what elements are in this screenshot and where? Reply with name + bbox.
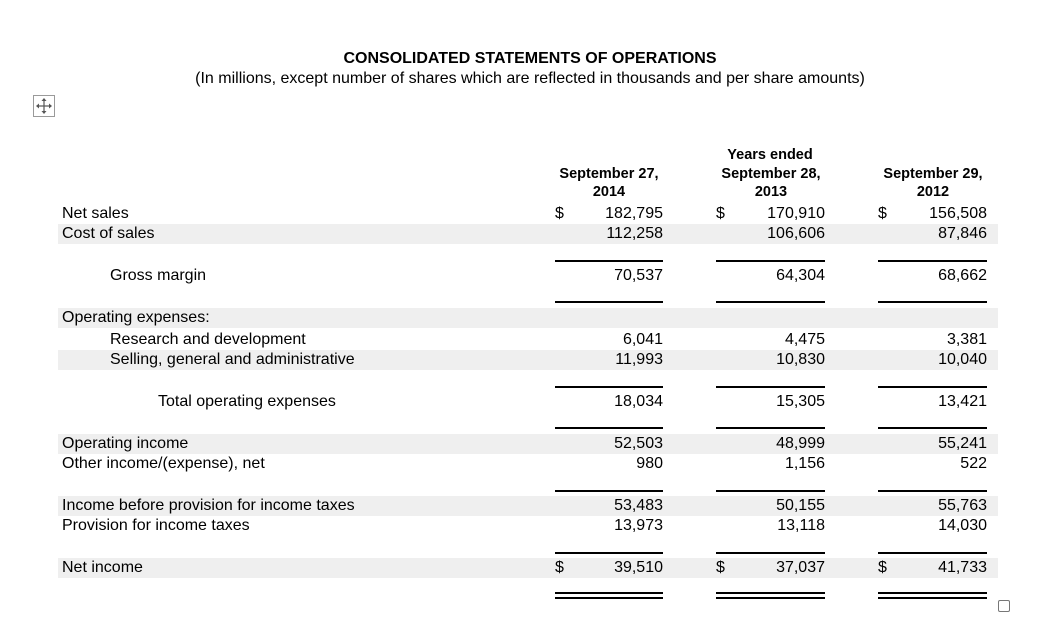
subtotal-rule — [555, 386, 663, 388]
row-label-operating-expenses: Operating expenses: — [62, 309, 210, 326]
value-pretax-income-2012: 55,763 — [938, 497, 987, 514]
double-rule — [716, 597, 825, 599]
currency-symbol: $ — [555, 205, 564, 222]
row-band — [58, 558, 998, 578]
value-operating-income-2014: 52,503 — [614, 435, 663, 452]
currency-symbol: $ — [555, 559, 564, 576]
column-header-2014: September 27, 2014 — [559, 166, 659, 200]
value-sga-2014: 11,993 — [615, 351, 663, 368]
value-operating-income-2013: 48,999 — [776, 435, 825, 452]
subtotal-rule — [878, 260, 987, 262]
value-tax-provision-2013: 13,118 — [777, 517, 825, 534]
value-pretax-income-2013: 50,155 — [776, 497, 825, 514]
move-handle-icon[interactable] — [33, 95, 55, 117]
subtotal-rule — [878, 386, 987, 388]
row-label-income-before-taxes: Income before provision for income taxes — [62, 497, 355, 514]
value-gross-margin-2014: 70,537 — [614, 267, 663, 284]
row-label-cost-of-sales: Cost of sales — [62, 225, 155, 242]
row-band — [58, 434, 998, 454]
value-other-income-2012: 522 — [960, 455, 987, 472]
subtotal-rule — [716, 490, 825, 492]
subtotal-rule — [555, 301, 663, 303]
row-label-gross-margin: Gross margin — [110, 267, 207, 284]
value-other-income-2013: 1,156 — [784, 455, 825, 472]
double-rule — [716, 592, 825, 594]
statement-subtitle: (In millions, except number of shares wh… — [195, 70, 865, 87]
value-total-opex-2012: 13,421 — [938, 393, 987, 410]
double-rule — [878, 597, 987, 599]
row-label-research-development: Research and development — [110, 331, 306, 348]
period-label: Years ended — [727, 147, 813, 163]
column-header-2013: September 28, 2013 — [721, 166, 821, 200]
subtotal-rule — [716, 386, 825, 388]
currency-symbol: $ — [878, 559, 887, 576]
value-total-opex-2014: 18,034 — [614, 393, 663, 410]
row-label-operating-income: Operating income — [62, 435, 189, 452]
subtotal-rule — [716, 260, 825, 262]
value-gross-margin-2012: 68,662 — [938, 267, 987, 284]
value-operating-income-2012: 55,241 — [938, 435, 987, 452]
row-label-total-operating-expenses: Total operating expenses — [158, 393, 336, 410]
value-rnd-2013: 4,475 — [784, 331, 825, 348]
currency-symbol: $ — [716, 559, 725, 576]
resize-handle-icon[interactable] — [998, 600, 1010, 612]
subtotal-rule — [878, 490, 987, 492]
subtotal-rule — [716, 427, 825, 429]
value-net-income-2012: 41,733 — [938, 559, 987, 576]
value-other-income-2014: 980 — [636, 455, 663, 472]
subtotal-rule — [878, 427, 987, 429]
subtotal-rule — [716, 552, 825, 554]
value-cost-of-sales-2012: 87,846 — [938, 225, 987, 242]
value-net-income-2014: 39,510 — [614, 559, 663, 576]
row-band — [58, 224, 998, 244]
column-header-2012: September 29, 2012 — [883, 166, 983, 200]
value-tax-provision-2014: 13,973 — [614, 517, 663, 534]
value-net-sales-2013: 170,910 — [767, 205, 825, 222]
value-net-income-2013: 37,037 — [776, 559, 825, 576]
row-label-other-income: Other income/(expense), net — [62, 455, 265, 472]
double-rule — [555, 597, 663, 599]
value-rnd-2014: 6,041 — [622, 331, 663, 348]
row-label-net-sales: Net sales — [62, 205, 129, 222]
subtotal-rule — [716, 301, 825, 303]
row-band — [58, 496, 998, 516]
row-band — [58, 350, 998, 370]
row-label-net-income: Net income — [62, 559, 143, 576]
value-sga-2013: 10,830 — [776, 351, 825, 368]
subtotal-rule — [555, 552, 663, 554]
value-net-sales-2014: 182,795 — [605, 205, 663, 222]
statement-title: CONSOLIDATED STATEMENTS OF OPERATIONS — [343, 50, 717, 67]
subtotal-rule — [555, 427, 663, 429]
subtotal-rule — [878, 552, 987, 554]
row-label-provision-taxes: Provision for income taxes — [62, 517, 250, 534]
currency-symbol: $ — [878, 205, 887, 222]
value-sga-2012: 10,040 — [938, 351, 987, 368]
double-rule — [555, 592, 663, 594]
value-rnd-2012: 3,381 — [946, 331, 987, 348]
value-net-sales-2012: 156,508 — [929, 205, 987, 222]
currency-symbol: $ — [716, 205, 725, 222]
subtotal-rule — [878, 301, 987, 303]
double-rule — [878, 592, 987, 594]
value-tax-provision-2012: 14,030 — [938, 517, 987, 534]
row-band — [58, 308, 998, 328]
subtotal-rule — [555, 490, 663, 492]
value-cost-of-sales-2013: 106,606 — [767, 225, 825, 242]
value-gross-margin-2013: 64,304 — [776, 267, 825, 284]
value-pretax-income-2014: 53,483 — [614, 497, 663, 514]
subtotal-rule — [555, 260, 663, 262]
row-label-sga: Selling, general and administrative — [110, 351, 355, 368]
value-total-opex-2013: 15,305 — [776, 393, 825, 410]
value-cost-of-sales-2014: 112,258 — [606, 225, 663, 242]
